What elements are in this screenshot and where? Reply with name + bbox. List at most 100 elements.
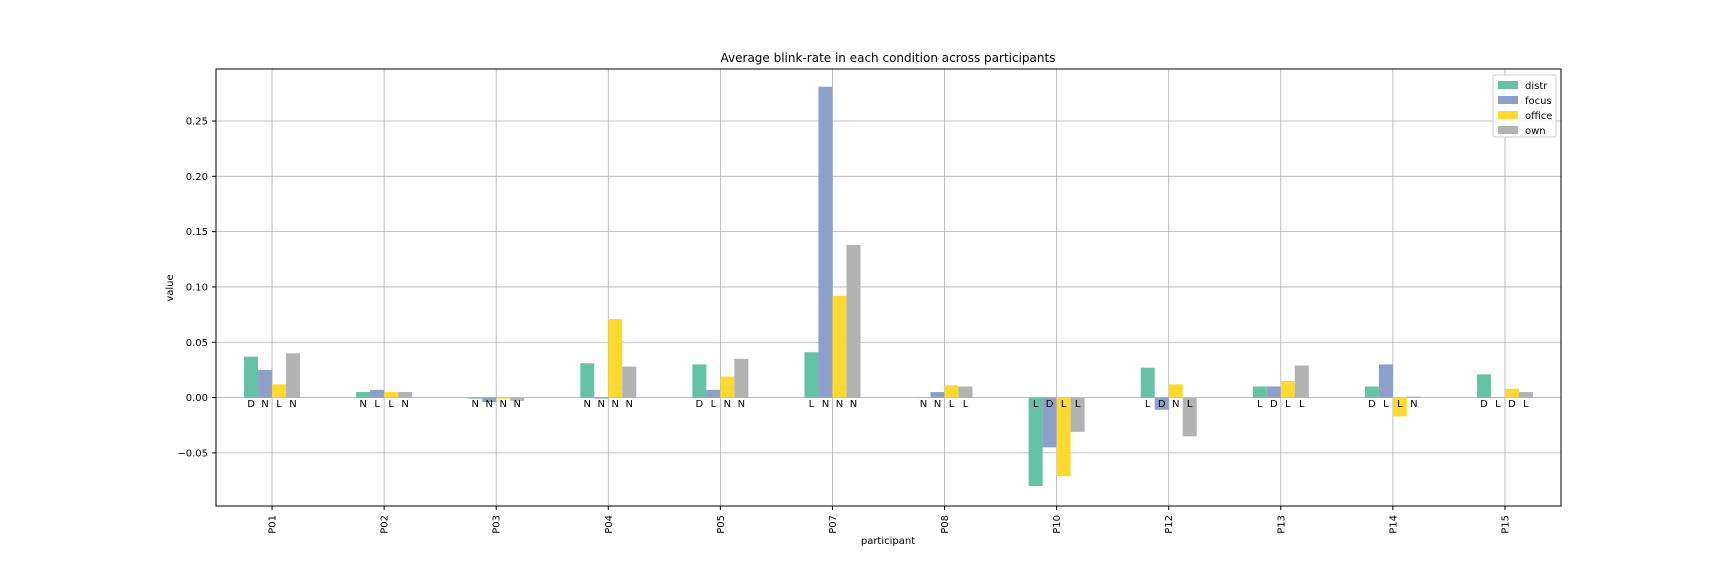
plot-background: [216, 69, 1561, 506]
x-tick-label: P03: [492, 515, 503, 534]
bar-distr-P04: [580, 363, 595, 398]
bar-label: L: [276, 399, 282, 410]
bar-own-P08: [958, 386, 973, 398]
bar-label: N: [724, 399, 731, 410]
bar-label: N: [1172, 399, 1179, 410]
bar-office-P07: [832, 295, 847, 398]
bar-office-P03: [496, 397, 511, 399]
bar-label: L: [711, 399, 717, 410]
bar-distr-P13: [1252, 386, 1267, 398]
bar-label: N: [920, 399, 927, 410]
x-tick-label: P08: [940, 515, 951, 534]
bar-label: N: [850, 399, 857, 410]
x-tick-label: P15: [1500, 515, 1511, 534]
x-tick-label: P02: [380, 515, 391, 534]
bar-label: N: [738, 399, 745, 410]
bar-label: L: [374, 399, 380, 410]
y-tick-label: 0.10: [186, 282, 208, 293]
bar-focus-P10: [1042, 397, 1057, 448]
bar-label: L: [1523, 399, 1529, 410]
bar-label: L: [1285, 399, 1291, 410]
y-tick-label: 0.05: [186, 338, 208, 349]
bar-own-P02: [398, 392, 413, 398]
bar-office-P04: [608, 319, 623, 398]
bar-label: L: [1383, 399, 1389, 410]
bar-office-P15: [1504, 388, 1519, 398]
bar-label: D: [1270, 399, 1278, 410]
x-tick-label: P14: [1388, 515, 1399, 534]
bar-own-P14: [1406, 396, 1421, 398]
bar-own-P12: [1182, 397, 1197, 437]
bar-distr-P03: [468, 397, 483, 399]
bar-focus-P05: [706, 389, 721, 398]
legend: distr focus office own: [1492, 74, 1557, 138]
x-tick-label: P13: [1276, 515, 1287, 534]
bar-label: N: [934, 399, 941, 410]
x-tick-label: P12: [1164, 515, 1175, 534]
bar-office-P05: [720, 376, 735, 398]
bar-own-P05: [734, 358, 749, 398]
bar-own-P07: [846, 244, 861, 398]
legend-swatch-own: [1498, 126, 1518, 134]
bar-office-P13: [1280, 380, 1295, 398]
y-tick-label: 0.20: [186, 172, 208, 183]
bar-label: L: [1299, 399, 1305, 410]
bar-office-P14: [1392, 397, 1407, 417]
bar-label: N: [261, 399, 268, 410]
bar-label: D: [1480, 399, 1488, 410]
legend-label-focus: focus: [1525, 96, 1552, 107]
bar-distr-P10: [1028, 397, 1043, 487]
plot-frame: [215, 68, 1562, 507]
bar-label: N: [471, 399, 478, 410]
bar-label: N: [598, 399, 605, 410]
legend-swatch-focus: [1498, 96, 1518, 104]
bar-own-P10: [1070, 397, 1085, 432]
bar-focus-P04: [594, 397, 609, 399]
bar-label: L: [1397, 399, 1403, 410]
bar-label: N: [289, 399, 296, 410]
bar-own-P01: [286, 353, 301, 398]
bar-label: L: [1145, 399, 1151, 410]
bar-focus-P01: [258, 369, 273, 398]
legend-swatch-distr: [1498, 81, 1518, 89]
legend-label-office: office: [1525, 111, 1552, 122]
legend-swatch-office: [1498, 111, 1518, 119]
bar-label: L: [1033, 399, 1039, 410]
bar-focus-P13: [1266, 386, 1281, 398]
bar-label: N: [584, 399, 591, 410]
bar-focus-P12: [1154, 397, 1169, 410]
bar-label: N: [822, 399, 829, 410]
chart-title: Average blink-rate in each condition acr…: [721, 51, 1056, 65]
bar-focus-P07: [818, 86, 833, 398]
bars: [244, 86, 1533, 487]
bar-label: D: [1158, 399, 1166, 410]
y-tick-label: −0.05: [177, 448, 208, 459]
x-tick-label: P01: [268, 515, 279, 534]
bar-label: L: [963, 399, 969, 410]
bar-office-P08: [944, 385, 959, 398]
bar-distr-P15: [1476, 374, 1491, 398]
bar-distr-P02: [356, 392, 371, 398]
bar-label: D: [1046, 399, 1054, 410]
bar-label: L: [1075, 399, 1081, 410]
bar-distr-P12: [1140, 367, 1155, 398]
legend-box: [1492, 74, 1557, 138]
bar-label: L: [949, 399, 955, 410]
x-tick-label: P04: [604, 515, 615, 534]
bar-label: L: [809, 399, 815, 410]
bar-label: N: [1410, 399, 1417, 410]
bar-office-P01: [272, 384, 287, 398]
bar-own-P13: [1294, 365, 1309, 398]
y-axis: −0.05 0.00 0.05 0.10 0.15 0.20 0.25: [177, 116, 216, 459]
bar-distr-P07: [804, 352, 819, 398]
bar-focus-P02: [370, 389, 385, 398]
x-tick-label: P05: [716, 515, 727, 534]
y-tick-label: 0.00: [186, 393, 208, 404]
bar-office-P10: [1056, 397, 1071, 477]
bar-label: D: [1368, 399, 1376, 410]
legend-label-own: own: [1525, 126, 1546, 137]
x-axis-label: participant: [861, 536, 915, 547]
bar-own-P15: [1518, 392, 1533, 398]
bar-distr-P14: [1364, 386, 1379, 398]
